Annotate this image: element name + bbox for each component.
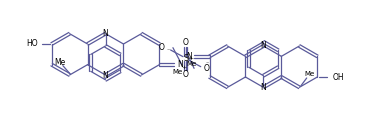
- Text: Me: Me: [304, 71, 315, 77]
- Text: +: +: [181, 65, 187, 70]
- Text: N: N: [186, 52, 192, 61]
- Text: HO: HO: [26, 39, 38, 49]
- Text: Me: Me: [187, 61, 197, 67]
- Text: N: N: [103, 71, 109, 79]
- Text: O: O: [183, 70, 189, 79]
- Text: OH: OH: [332, 72, 344, 82]
- Text: O: O: [159, 43, 165, 52]
- Text: S: S: [183, 54, 188, 63]
- Text: Me: Me: [54, 58, 66, 67]
- Text: +: +: [188, 57, 193, 61]
- Text: N: N: [177, 60, 183, 69]
- Text: N: N: [261, 42, 266, 50]
- Text: O: O: [183, 38, 189, 47]
- Text: ⁻: ⁻: [166, 49, 170, 54]
- Text: O: O: [204, 64, 210, 73]
- Text: N: N: [261, 83, 266, 92]
- Text: N: N: [103, 29, 109, 38]
- Text: ⁻: ⁻: [206, 63, 209, 68]
- Text: Me: Me: [172, 69, 182, 75]
